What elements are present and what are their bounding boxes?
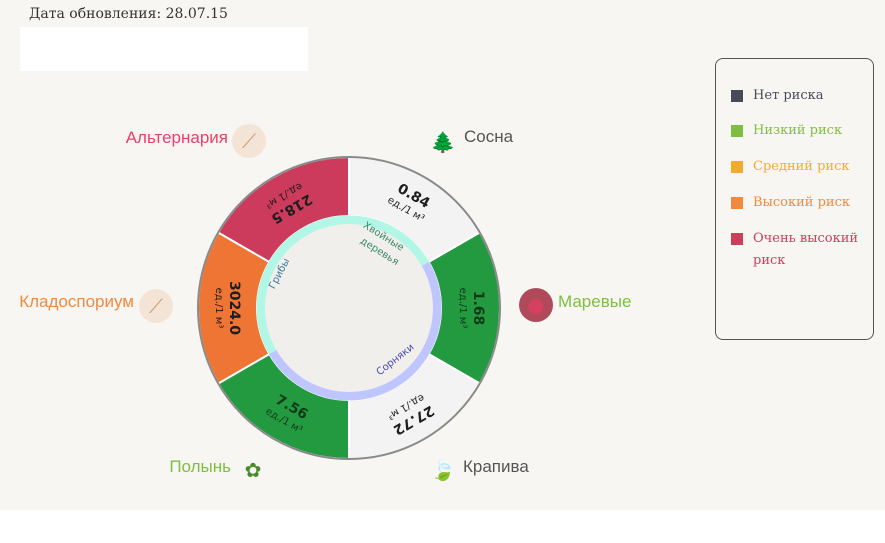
mold-spores-icon: ⟋ bbox=[139, 289, 173, 323]
forecast-panel: Дата обновления: 28.07.15 Хвойные деревья… bbox=[0, 0, 885, 510]
mold-spores-icon: ⟋ bbox=[232, 124, 266, 158]
plant-label: Альтернария bbox=[125, 128, 228, 147]
update-date: Дата обновления: 28.07.15 bbox=[29, 6, 228, 22]
segment-unit: ед./1 м³ bbox=[457, 288, 468, 329]
nettle-leaf-icon: 🍃 bbox=[426, 453, 460, 487]
legend-swatch bbox=[731, 90, 743, 102]
weeds-ring bbox=[268, 261, 442, 401]
legend-label: Средний риск bbox=[753, 159, 850, 174]
legend-swatch bbox=[731, 161, 743, 173]
risk-legend: Нет риска Низкий риск Средний риск Высок… bbox=[715, 58, 874, 340]
legend-swatch bbox=[731, 233, 743, 245]
plant-label: Кладоспориум bbox=[19, 292, 134, 311]
wormwood-icon: ✿ bbox=[236, 453, 270, 487]
legend-label: Очень высокий риск bbox=[753, 231, 859, 268]
segment-value: 3024.0 bbox=[226, 281, 242, 335]
legend-label: Низкий риск bbox=[753, 123, 843, 138]
segment-value: 1.68 bbox=[470, 291, 486, 326]
wheel-center bbox=[265, 224, 433, 392]
legend-label: Нет риска bbox=[753, 88, 824, 103]
wheel-outline bbox=[197, 156, 501, 460]
plant-label: Полынь bbox=[169, 457, 231, 476]
goosefoot-icon: ● bbox=[519, 288, 553, 322]
legend-swatch bbox=[731, 197, 743, 209]
blank-banner bbox=[20, 27, 308, 71]
conifers-ring bbox=[268, 215, 430, 267]
pine-branch-icon: 🌲 bbox=[426, 125, 460, 159]
fungi-ring bbox=[256, 261, 277, 355]
legend-label: Высокий риск bbox=[753, 195, 850, 210]
plant-label: Сосна bbox=[464, 127, 514, 146]
legend-swatch bbox=[731, 125, 743, 137]
plant-label: Крапива bbox=[463, 457, 529, 476]
segment-unit: ед./1 м³ bbox=[213, 288, 224, 329]
plant-label: Маревые bbox=[558, 292, 632, 311]
